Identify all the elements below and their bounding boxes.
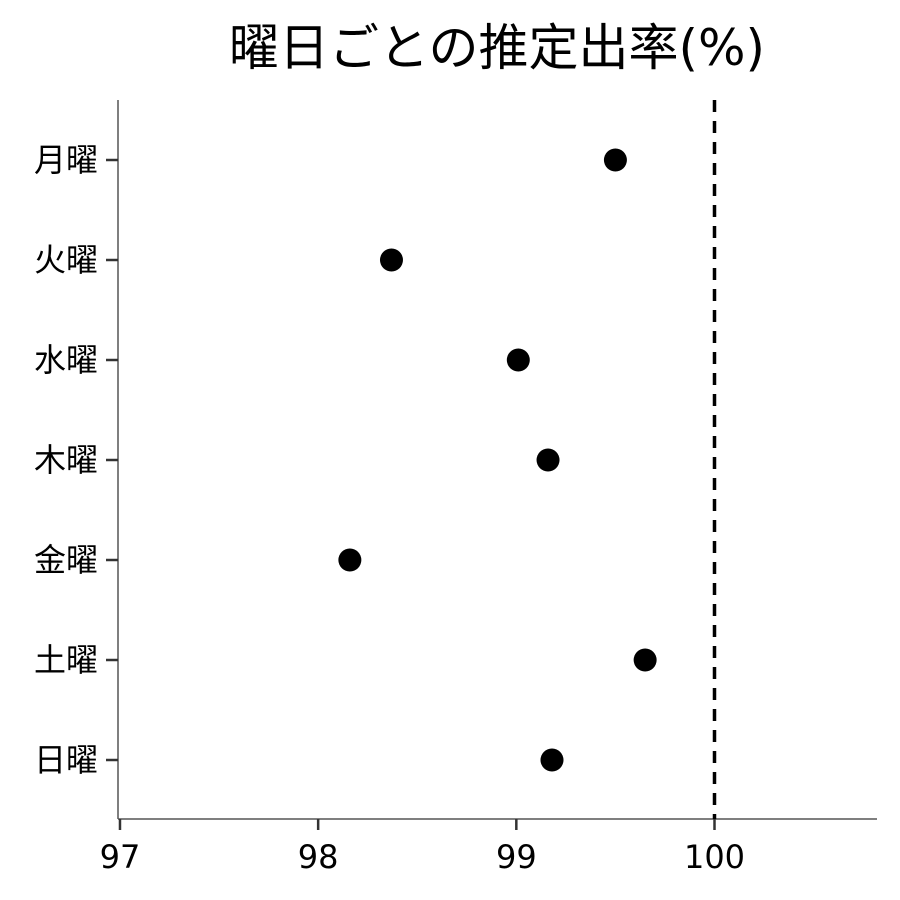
y-tick-label: 土曜	[34, 641, 98, 679]
chart-title: 曜日ごとの推定出率(%)	[229, 19, 765, 77]
data-point-6	[633, 648, 657, 672]
x-tick-label: 99	[496, 838, 537, 876]
data-point-4	[536, 448, 560, 472]
y-tick-label: 金曜	[34, 541, 98, 579]
x-ticks: 97 98 99 100	[100, 819, 745, 876]
y-tick-label: 日曜	[34, 741, 98, 779]
y-tick-label: 火曜	[34, 241, 98, 279]
y-tick-label: 木曜	[34, 441, 98, 479]
data-point-2	[379, 248, 403, 272]
data-point-1	[603, 148, 627, 172]
x-tick-label: 97	[100, 838, 141, 876]
x-tick-label: 100	[684, 838, 745, 876]
data-point-3	[506, 348, 530, 372]
data-point-5	[338, 548, 362, 572]
y-tick-label: 月曜	[34, 141, 98, 179]
data-point-7	[540, 748, 564, 772]
data-points	[338, 148, 657, 772]
y-tick-label: 水曜	[34, 341, 98, 379]
x-tick-label: 98	[298, 838, 339, 876]
